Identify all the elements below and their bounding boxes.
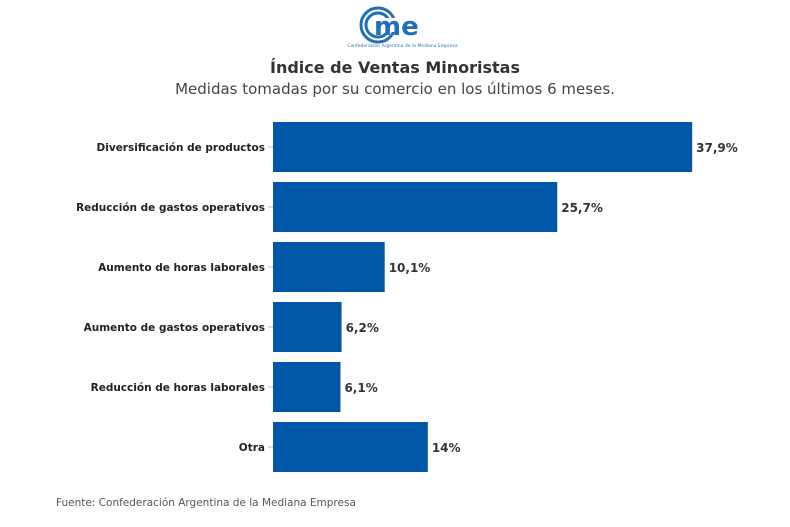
logo-tagline: Confederación Argentina de la Mediana Em… [347, 44, 458, 49]
chart-title: Índice de Ventas Minoristas [269, 58, 520, 77]
value-label: 14% [432, 441, 461, 455]
bar [273, 242, 385, 292]
category-label: Otra [239, 442, 265, 454]
value-label: 25,7% [561, 201, 603, 215]
came-logo: me [359, 6, 419, 44]
value-label: 10,1% [389, 261, 431, 275]
value-label: 6,1% [344, 381, 377, 395]
svg-text:me: me [374, 12, 419, 42]
bar [273, 122, 693, 172]
value-label: 37,9% [696, 141, 738, 155]
chart-subtitle: Medidas tomadas por su comercio en los ú… [175, 80, 615, 98]
bar [273, 422, 428, 472]
category-label: Reducción de horas laborales [91, 382, 265, 394]
bar-chart: Diversificación de productos 37,9% Reducci… [76, 122, 738, 472]
bar [273, 362, 341, 412]
category-label: Diversificación de productos [97, 142, 265, 154]
category-label: Reducción de gastos operativos [76, 202, 265, 214]
source-footer: Fuente: Confederación Argentina de la Me… [56, 497, 356, 509]
category-label: Aumento de gastos operativos [84, 322, 265, 334]
value-label: 6,2% [346, 321, 379, 335]
category-label: Aumento de horas laborales [98, 262, 265, 274]
bar [273, 182, 558, 232]
bar [273, 302, 342, 352]
